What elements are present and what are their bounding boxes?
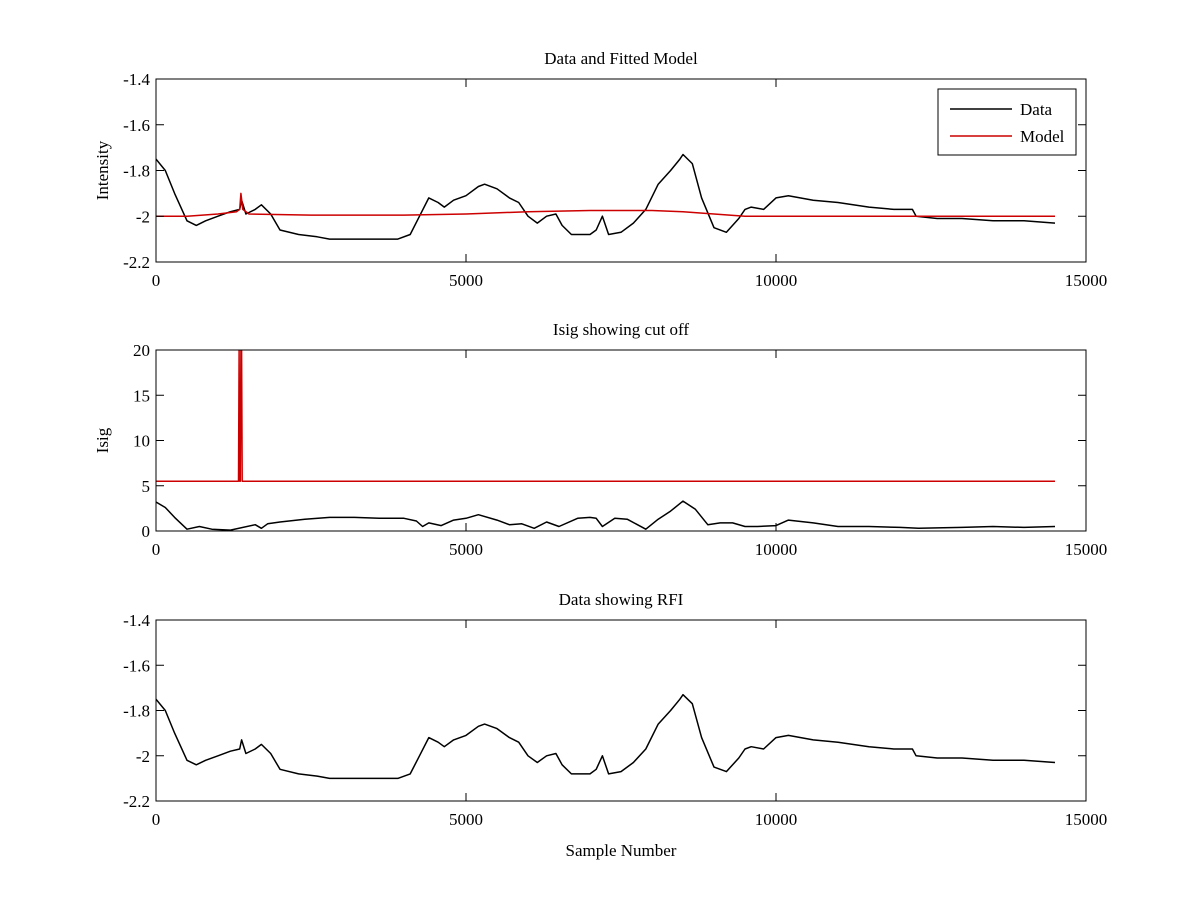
x-axis-label: Sample Number [566,841,677,860]
x-tick-label: 10000 [755,540,798,559]
y-tick-label: -2.2 [123,792,150,811]
y-tick-label: 0 [142,522,151,541]
y-tick-label: -1.6 [123,116,150,135]
y-tick-label: 5 [142,477,151,496]
legend-box [937,88,1077,156]
x-tick-label: 15000 [1065,540,1108,559]
y-tick-label: -1.4 [123,611,150,630]
legend-label-data: Data [1020,100,1053,119]
x-tick-label: 0 [152,810,161,829]
subplot-2: 0 5000 10000 15000 0 5 10 15 20 Isig showing cut … [93,320,1107,559]
series-line-series-1 [156,693,1056,780]
y-tick-label: -2 [136,747,150,766]
y-tick-label: -2.2 [123,253,150,272]
y-tick-label: -1.6 [123,656,150,675]
y-tick-label: -1.8 [123,162,150,181]
subplot-1: 0 5000 10000 15000 -2.2 -2 -1.8 -1.6 -1.4 Data an… [93,49,1107,290]
subplot-title: Isig showing cut off [553,320,689,339]
legend-label-model: Model [1020,127,1065,146]
x-tick-label: 15000 [1065,810,1108,829]
y-tick-label: 15 [133,386,150,405]
y-tick-label: 10 [133,432,150,451]
subplot-title: Data and Fitted Model [544,49,698,68]
x-tick-label: 0 [152,540,161,559]
y-tick-label: -1.8 [123,702,150,721]
x-tick-label: 15000 [1065,271,1108,290]
series-line-data [156,153,1056,240]
y-tick-label: -1.4 [123,70,150,89]
x-tick-label: 5000 [449,540,483,559]
x-tick-label: 5000 [449,810,483,829]
x-tick-label: 10000 [755,271,798,290]
x-tick-label: 10000 [755,810,798,829]
legend: Data Model [937,88,1077,156]
x-tick-label: 5000 [449,271,483,290]
series-line-series-1 [156,500,1056,531]
series-line-series-2 [156,350,1055,482]
subplot-title: Data showing RFI [559,590,684,609]
x-tick-label: 0 [152,271,161,290]
y-tick-label: -2 [136,207,150,226]
y-axis-label: Isig [93,427,112,453]
series-line-model [156,192,1055,217]
y-axis-label: Intensity [93,140,112,200]
y-tick-label: 20 [133,341,150,360]
subplot-3: 0 5000 10000 15000 -2.2 -2 -1.8 -1.6 -1.4 Data sh… [123,590,1107,860]
